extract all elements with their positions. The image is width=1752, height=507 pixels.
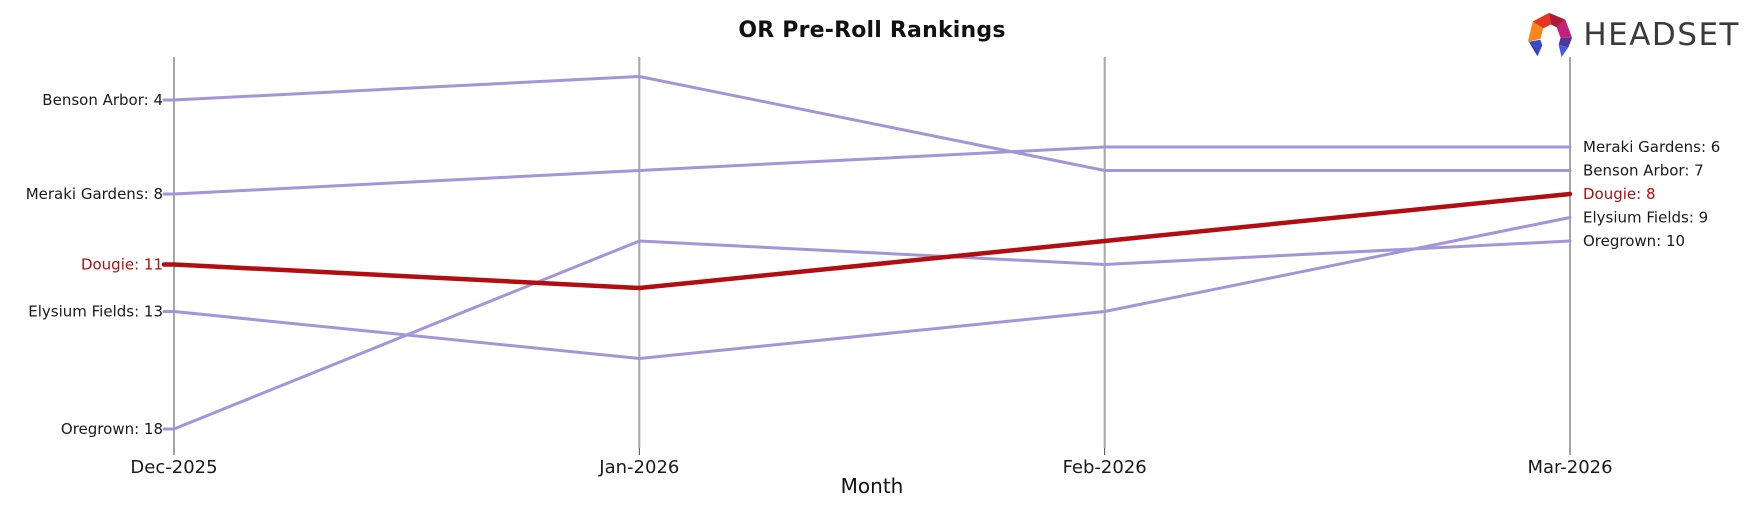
series-line-oregrown: [162, 239, 1572, 431]
x-axis-label: Month: [840, 474, 904, 498]
series-line-benson-arbor: [162, 75, 1572, 172]
right-label-elysium-fields: Elysium Fields: 9: [1583, 209, 1708, 227]
left-label-dougie: Dougie: 11: [81, 256, 163, 274]
series-line-meraki-gardens: [162, 145, 1572, 196]
headset-logo-text: HEADSET: [1583, 17, 1740, 53]
left-label-oregrown: Oregrown: 18: [61, 420, 163, 438]
tick-label-jan-2026: Jan-2026: [598, 457, 679, 478]
series-line-elysium-fields: [162, 216, 1572, 360]
headset-logo: HEADSET: [1525, 9, 1740, 61]
tick-label-mar-2026: Mar-2026: [1527, 457, 1612, 478]
left-label-benson-arbor: Benson Arbor: 4: [42, 91, 163, 109]
right-label-benson-arbor: Benson Arbor: 7: [1583, 162, 1704, 180]
right-label-dougie: Dougie: 8: [1583, 185, 1656, 203]
right-label-oregrown: Oregrown: 10: [1583, 232, 1685, 250]
tick-label-feb-2026: Feb-2026: [1063, 457, 1147, 478]
right-label-meraki-gardens: Meraki Gardens: 6: [1583, 138, 1720, 156]
tick-label-dec-2025: Dec-2025: [130, 457, 217, 478]
left-label-elysium-fields: Elysium Fields: 13: [28, 303, 163, 321]
series-line-dougie: [161, 191, 1573, 291]
headset-logo-icon: [1528, 12, 1573, 58]
chart-title: OR Pre-Roll Rankings: [738, 18, 1006, 43]
left-label-meraki-gardens: Meraki Gardens: 8: [26, 185, 163, 203]
